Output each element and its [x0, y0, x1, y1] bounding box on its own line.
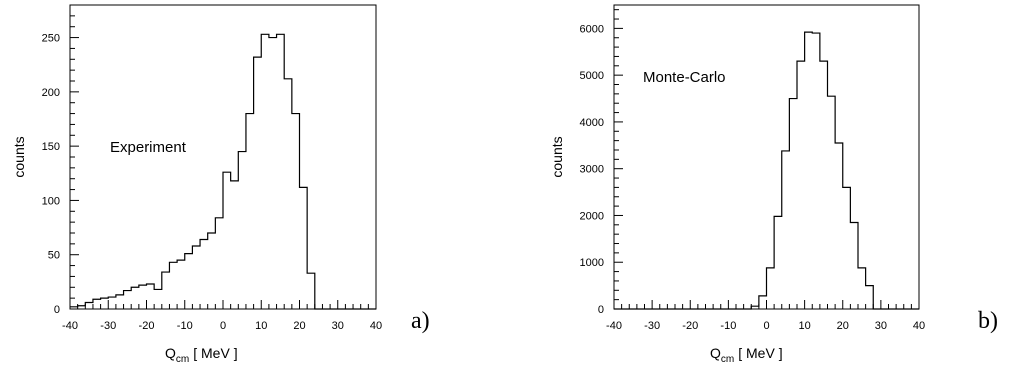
y-ticks: 0 1000 2000 3000 4000 5000 6000	[580, 9, 623, 316]
y-tick-label: 4000	[580, 117, 604, 129]
plot-frame	[613, 4, 920, 310]
x-axis-label-unit: [ MeV ]	[193, 345, 237, 361]
y-tick-label: 150	[42, 141, 60, 153]
y-tick-label: 1000	[580, 257, 604, 269]
x-tick-label: -40	[62, 320, 78, 332]
y-axis-label: counts	[11, 136, 27, 177]
y-tick-label: 50	[48, 250, 60, 262]
plot-frame	[69, 4, 377, 310]
x-tick-label: -30	[644, 320, 660, 332]
x-tick-label: -10	[177, 320, 193, 332]
x-axis-label-sub: cm	[721, 354, 734, 365]
histogram-line	[614, 31, 919, 310]
x-axis-label-unit: [ MeV ]	[738, 345, 782, 361]
histogram-line	[70, 33, 376, 310]
x-tick-label: 30	[875, 320, 887, 332]
x-tick-label: 20	[837, 320, 849, 332]
annotation-monte-carlo: Monte-Carlo	[643, 69, 726, 86]
x-axis-label-sub: cm	[176, 354, 189, 365]
x-tick-label: 30	[332, 320, 344, 332]
x-axis-label-main: Q	[710, 345, 721, 361]
x-axis-label: Qcm [ MeV ]	[165, 345, 238, 365]
x-tick-label: 40	[370, 320, 382, 332]
x-tick-label: 10	[799, 320, 811, 332]
y-ticks: 0 50 100 150 200 250	[42, 4, 79, 316]
x-ticks: -40 -30 -20 -10 0 10 20 30 40	[62, 300, 382, 332]
panel-label-a: a)	[411, 308, 430, 334]
panel-a: -40 -30 -20 -10 0 10 20 30 40 0 50 100 150 200 250 Ex…	[11, 4, 430, 365]
x-tick-label: -20	[139, 320, 155, 332]
y-tick-label: 3000	[580, 164, 604, 176]
x-axis-label-main: Q	[165, 345, 176, 361]
x-tick-label: 10	[255, 320, 267, 332]
x-tick-label: 0	[220, 320, 226, 332]
y-tick-label: 100	[42, 195, 60, 207]
y-axis-label: counts	[549, 136, 565, 177]
y-tick-label: 250	[42, 33, 60, 45]
x-tick-label: 0	[763, 320, 769, 332]
x-axis-label: Qcm [ MeV ]	[710, 345, 783, 365]
y-tick-label: 200	[42, 87, 60, 99]
y-tick-label: 5000	[580, 70, 604, 82]
panel-b: -40 -30 -20 -10 0 10 20 30 40 0 1000 2000 3000 4000 5…	[549, 4, 998, 365]
x-tick-label: -10	[720, 320, 736, 332]
x-tick-label: -30	[100, 320, 116, 332]
panel-label-b: b)	[978, 308, 998, 334]
x-tick-label: 20	[293, 320, 305, 332]
y-tick-label: 6000	[580, 23, 604, 35]
x-tick-label: 40	[913, 320, 925, 332]
annotation-experiment: Experiment	[110, 139, 187, 156]
y-tick-label: 0	[598, 304, 604, 316]
x-tick-label: -40	[606, 320, 622, 332]
x-tick-label: -20	[682, 320, 698, 332]
y-tick-label: 0	[54, 304, 60, 316]
y-tick-label: 2000	[580, 210, 604, 222]
x-ticks: -40 -30 -20 -10 0 10 20 30 40	[606, 300, 925, 332]
